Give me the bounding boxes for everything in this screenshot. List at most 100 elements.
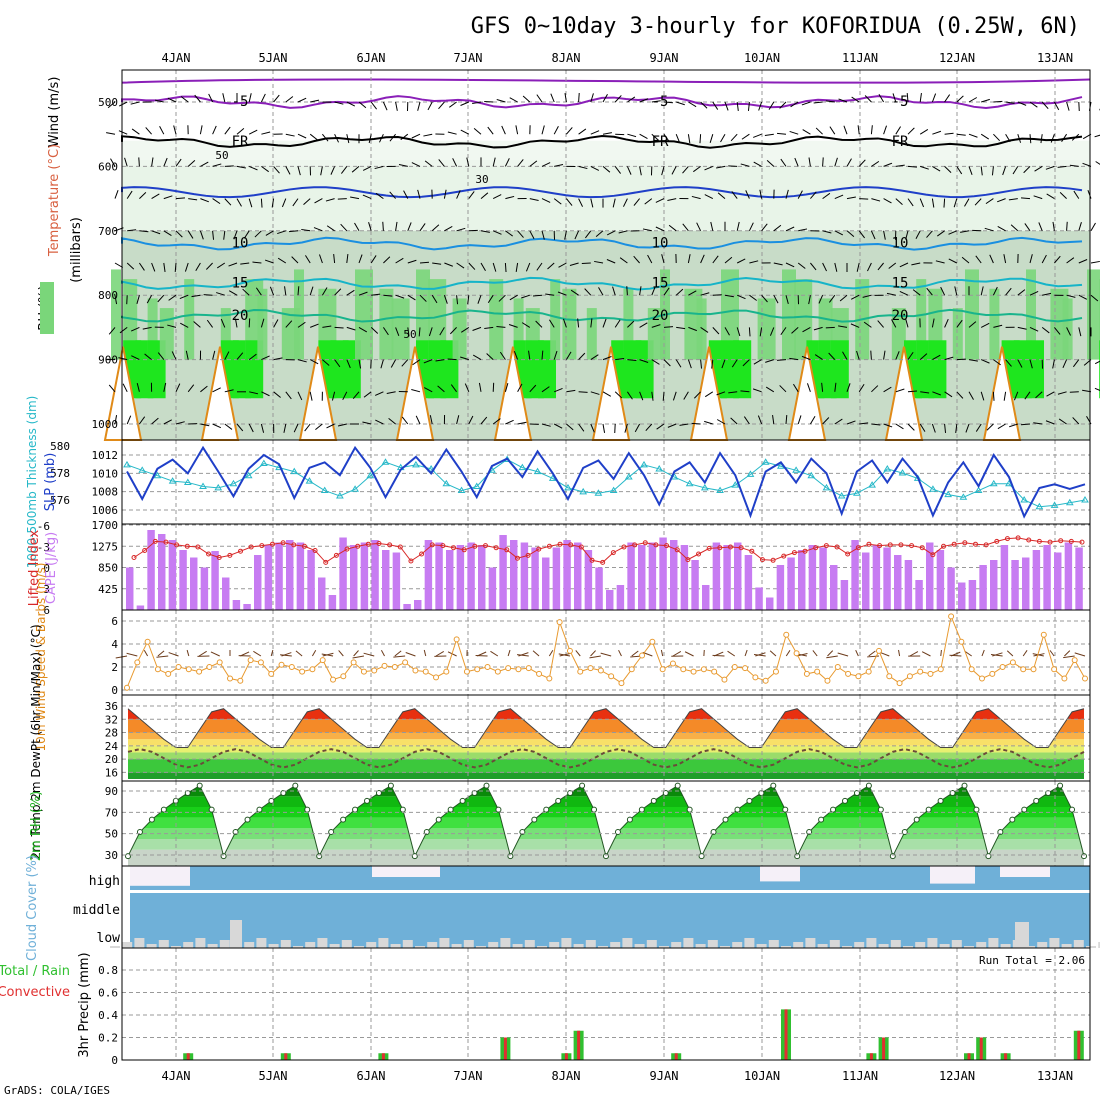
temp-tick: 32 — [105, 713, 118, 726]
rh-bright-cell — [831, 340, 849, 398]
chart-title: GFS 0~10day 3-hourly for KOFORIDUA (0.25… — [471, 14, 1080, 39]
cape-bar — [990, 560, 997, 610]
wind-speed-point — [516, 667, 521, 672]
low-cloud-bar — [220, 940, 230, 948]
rh-green-cell — [184, 279, 194, 360]
cape-bar — [265, 545, 272, 610]
wind-speed-point — [753, 675, 758, 680]
wind-speed-point — [310, 667, 315, 672]
rh-point — [341, 817, 346, 822]
wind-speed-point — [773, 669, 778, 674]
slp-tick: 1012 — [92, 449, 119, 462]
wind-tick: 4 — [111, 638, 118, 651]
rh-point — [1082, 854, 1087, 859]
rh-point — [831, 807, 836, 812]
convective-bar — [1004, 1053, 1007, 1060]
wind-speed-point — [207, 665, 212, 670]
wind-speed-point — [578, 669, 583, 674]
low-cloud-bar — [195, 938, 205, 948]
low-cloud-bar — [647, 940, 657, 948]
high-cloud-gap — [1000, 866, 1050, 877]
cape-bar — [841, 580, 848, 610]
wind-speed-point — [361, 669, 366, 674]
low-cloud-bar — [1001, 944, 1011, 948]
rh-contour-label: 30 — [475, 173, 488, 186]
wind-barb — [579, 93, 580, 102]
low-cloud-bar — [976, 942, 986, 948]
rh-point — [436, 817, 441, 822]
rh-point — [209, 807, 214, 812]
legend-convective: Convective — [0, 985, 70, 1000]
date-label-bottom: 13JAN — [1037, 1069, 1073, 1083]
cape-bar — [574, 543, 581, 611]
wind-barb — [700, 134, 701, 143]
wind-barb — [692, 423, 701, 424]
cape-bar — [713, 543, 720, 611]
low-cloud-bar — [281, 940, 291, 948]
rh-point — [149, 817, 154, 822]
cape-bar — [873, 545, 880, 610]
convective-bar — [980, 1038, 983, 1061]
cape-bar — [233, 600, 240, 610]
cape-bar — [894, 555, 901, 610]
cape-tick: 425 — [98, 583, 118, 596]
cape-bar — [979, 565, 986, 610]
cape-bar — [755, 588, 762, 611]
cape-bar — [745, 555, 752, 610]
wind-speed-point — [382, 663, 387, 668]
cape-bar — [809, 545, 816, 610]
cape-bar — [798, 550, 805, 610]
temp-tick: 36 — [105, 700, 118, 713]
wind-tick: 0 — [111, 684, 118, 697]
cape-bar — [937, 550, 944, 610]
wind-speed-point — [300, 669, 305, 674]
wind-barb — [204, 295, 213, 296]
convective-bar — [1077, 1031, 1080, 1060]
date-label-top: 13JAN — [1037, 51, 1073, 65]
wind-speed-point — [712, 669, 717, 674]
wind-speed-point — [320, 658, 325, 663]
cape-bar — [1075, 548, 1082, 611]
low-cloud-bar — [561, 938, 571, 948]
low-cloud-bar — [818, 944, 828, 948]
low-cloud-bar — [464, 940, 474, 948]
rh-point — [592, 807, 597, 812]
cape-bar — [627, 543, 634, 611]
rh-legend-swatch — [40, 282, 54, 334]
cape-bar — [126, 568, 133, 611]
wind-speed-point — [495, 669, 500, 674]
rh-point — [388, 783, 393, 788]
rh-point — [604, 854, 609, 859]
rh-point — [735, 807, 740, 812]
cape-bar — [329, 595, 336, 610]
temperature-band — [122, 772, 1090, 779]
rh-bright-cell — [928, 340, 946, 398]
cape-bar — [510, 540, 517, 610]
cape-bar — [489, 568, 496, 611]
wind-speed-point — [135, 660, 140, 665]
rh-point — [866, 783, 871, 788]
date-label-bottom: 6JAN — [357, 1069, 386, 1083]
rh-point — [651, 798, 656, 803]
date-label-top: 9JAN — [650, 51, 679, 65]
wind-speed-point — [238, 678, 243, 683]
date-label-bottom: 7JAN — [454, 1069, 483, 1083]
rh-point — [317, 854, 322, 859]
wind-speed-point — [701, 667, 706, 672]
rh-green-cell — [550, 279, 560, 360]
precip-tick: 0.4 — [98, 1009, 118, 1022]
slp-tick: 1008 — [92, 486, 119, 499]
ylabel-2m-rh: 2m RH (%) — [29, 791, 44, 862]
wind-speed-point — [547, 676, 552, 681]
cape-bar — [958, 583, 965, 611]
wind-speed-point — [506, 666, 511, 671]
low-cloud-bar — [988, 938, 998, 948]
wind-speed-point — [815, 669, 820, 674]
low-cloud-bar — [671, 942, 681, 948]
cape-bar — [307, 550, 314, 610]
low-cloud-bar — [244, 942, 254, 948]
wind-speed-point — [835, 665, 840, 670]
date-label-top: 12JAN — [939, 51, 975, 65]
rh-point — [556, 798, 561, 803]
